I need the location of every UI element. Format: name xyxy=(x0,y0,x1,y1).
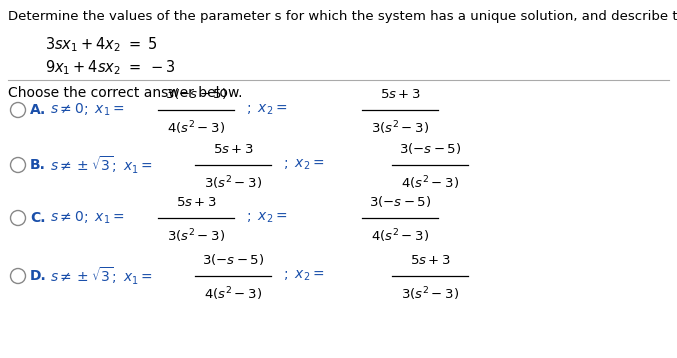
Text: $3(s^2-3)$: $3(s^2-3)$ xyxy=(401,285,459,303)
Text: $s\neq 0;\ x_1=$: $s\neq 0;\ x_1=$ xyxy=(50,210,125,226)
Text: $5s+3$: $5s+3$ xyxy=(175,196,217,209)
Text: $4(s^2-3)$: $4(s^2-3)$ xyxy=(371,227,429,245)
Text: Choose the correct answer below.: Choose the correct answer below. xyxy=(8,86,242,100)
Text: $s\neq\pm\sqrt{3};\ x_1=$: $s\neq\pm\sqrt{3};\ x_1=$ xyxy=(50,154,153,176)
Text: $3(-s-5)$: $3(-s-5)$ xyxy=(369,194,431,209)
Text: $3(-s-5)$: $3(-s-5)$ xyxy=(399,141,461,156)
Text: Determine the values of the parameter s for which the system has a unique soluti: Determine the values of the parameter s … xyxy=(8,10,677,23)
Text: C.: C. xyxy=(30,211,45,225)
Text: $4(s^2-3)$: $4(s^2-3)$ xyxy=(401,174,459,192)
Text: D.: D. xyxy=(30,269,47,283)
Text: A.: A. xyxy=(30,103,46,117)
Text: $3(-s-5)$: $3(-s-5)$ xyxy=(202,252,264,267)
Text: $;\ x_2=$: $;\ x_2=$ xyxy=(283,158,324,172)
Text: $5s+3$: $5s+3$ xyxy=(380,88,420,101)
Text: $;\ x_2=$: $;\ x_2=$ xyxy=(246,211,288,225)
Text: $3sx_1+4x_2\ =\ 5$: $3sx_1+4x_2\ =\ 5$ xyxy=(45,35,158,54)
Text: $9x_1+4sx_2\ =\ -3$: $9x_1+4sx_2\ =\ -3$ xyxy=(45,58,176,77)
Text: $3(s^2-3)$: $3(s^2-3)$ xyxy=(167,227,225,245)
Text: $3(s^2-3)$: $3(s^2-3)$ xyxy=(371,119,429,137)
Text: $s\neq 0;\ x_1=$: $s\neq 0;\ x_1=$ xyxy=(50,102,125,118)
Text: $4(s^2-3)$: $4(s^2-3)$ xyxy=(167,119,225,137)
Text: $5s+3$: $5s+3$ xyxy=(410,254,450,267)
Text: $3(s^2-3)$: $3(s^2-3)$ xyxy=(204,174,262,192)
Text: $;\ x_2=$: $;\ x_2=$ xyxy=(246,103,288,117)
Text: $3(-s-5)$: $3(-s-5)$ xyxy=(165,86,227,101)
Text: $5s+3$: $5s+3$ xyxy=(213,143,253,156)
Text: $s\neq\pm\sqrt{3};\ x_1=$: $s\neq\pm\sqrt{3};\ x_1=$ xyxy=(50,265,153,287)
Text: $;\ x_2=$: $;\ x_2=$ xyxy=(283,269,324,283)
Text: B.: B. xyxy=(30,158,46,172)
Text: $4(s^2-3)$: $4(s^2-3)$ xyxy=(204,285,262,303)
